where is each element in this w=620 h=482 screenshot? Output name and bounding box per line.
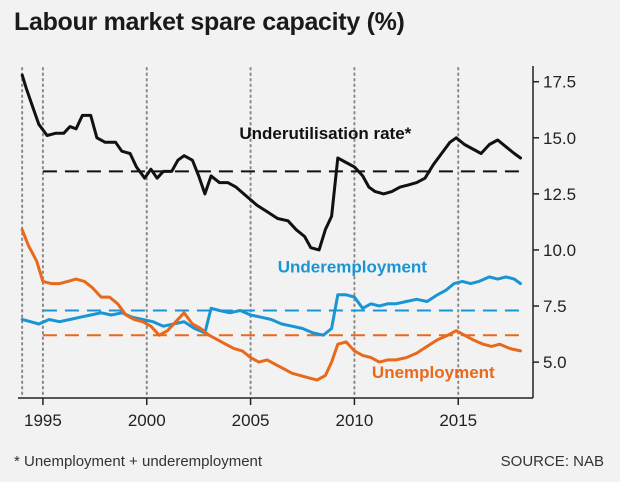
series-label: Underutilisation rate* <box>239 124 411 143</box>
y-tick-label: 15.0 <box>543 129 576 148</box>
series-line <box>20 73 522 252</box>
chart-title: Labour market spare capacity (%) <box>14 8 405 36</box>
x-tick-label: 2015 <box>439 411 477 430</box>
series-label: Unemployment <box>372 363 495 382</box>
x-tick-label: 2000 <box>128 411 166 430</box>
series-line <box>20 275 522 337</box>
y-tick-label: 17.5 <box>543 73 576 92</box>
series-label: Underemployment <box>278 257 428 276</box>
x-tick-label: 2010 <box>335 411 373 430</box>
axes: 5.0 7.5 10.0 12.5 15.0 17.5 1995 2000 2005 2010 20… <box>18 66 576 430</box>
x-tick-label: 1995 <box>24 411 62 430</box>
series-line <box>20 228 522 382</box>
series-lines <box>20 73 522 382</box>
y-tick-label: 7.5 <box>543 297 567 316</box>
series-labels: Underutilisation rate* Underemployment Une… <box>239 124 495 382</box>
footnote: * Unemployment + underemployment <box>14 453 263 470</box>
x-tick-label: 2005 <box>232 411 270 430</box>
source-note: SOURCE: NAB <box>500 453 604 470</box>
y-tick-label: 12.5 <box>543 185 576 204</box>
average-lines <box>42 170 521 337</box>
gridlines <box>21 67 460 399</box>
y-tick-label: 5.0 <box>543 353 567 372</box>
y-tick-label: 10.0 <box>543 241 576 260</box>
